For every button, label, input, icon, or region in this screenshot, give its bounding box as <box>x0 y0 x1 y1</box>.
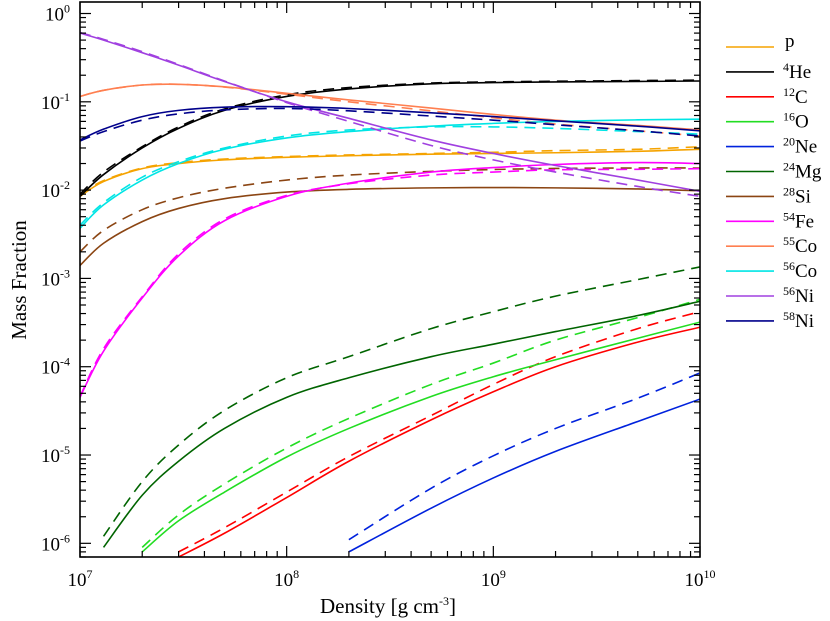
series-56ni-solid <box>80 32 700 193</box>
series-12c-solid <box>178 326 700 557</box>
series-p-dashed <box>80 145 700 195</box>
y-tick-label: 10-1 <box>41 90 70 114</box>
series-24mg-dashed <box>102 266 700 537</box>
y-tick-label: 10-2 <box>41 178 70 202</box>
series-28si-solid <box>80 186 700 267</box>
y-tick-label: 10-5 <box>41 443 70 467</box>
y-tick-label: 10-3 <box>41 266 70 290</box>
y-tick-label: 100 <box>45 2 70 26</box>
series-4he-dashed <box>80 79 700 195</box>
series-16o-dashed <box>141 298 700 548</box>
plot-frame <box>79 1 701 558</box>
y-tick-label: 10-4 <box>41 355 70 379</box>
series-20ne-dashed <box>348 372 700 541</box>
legend-label-p: p <box>785 31 795 52</box>
series-4he-solid <box>80 80 700 197</box>
legend-label-56co: 56Co <box>783 259 817 282</box>
y-axis-label: Mass Fraction <box>7 220 31 340</box>
x-tick-label: 108 <box>274 567 299 591</box>
legend-label-4he: 4He <box>783 60 811 83</box>
y-tick-label: 10-6 <box>41 531 70 555</box>
legend-label-12c: 12C <box>783 85 808 108</box>
tick-labels-layer: 107 108 109 1010 10-6 10-5 10-4 10-3 10-2 10-1 100 <box>41 2 716 591</box>
series-58ni-dashed <box>80 107 700 142</box>
x-axis-label: Density [g cm-3] <box>320 594 456 618</box>
x-tick-label: 107 <box>68 567 93 591</box>
x-tick-label: 1010 <box>685 567 716 591</box>
legend-label-55co: 55Co <box>783 234 817 257</box>
series-16o-solid <box>141 321 700 553</box>
legend-label-20ne: 20Ne <box>783 135 817 158</box>
series-54fe-solid <box>80 161 700 398</box>
series-layer <box>80 31 700 557</box>
series-p-solid <box>80 148 700 198</box>
legend-label-56ni: 56Ni <box>783 284 814 307</box>
series-12c-dashed <box>178 310 700 553</box>
series-20ne-solid <box>348 398 700 553</box>
legend-label-28si: 28Si <box>783 184 811 207</box>
x-tick-label: 109 <box>481 567 506 591</box>
series-56ni-dashed <box>80 31 700 198</box>
legend-label-54fe: 54Fe <box>783 209 814 232</box>
legend-label-16o: 16O <box>783 110 809 133</box>
legend: p 4He12C16O20Ne24Mg28Si54Fe55Co56Co56Ni58… <box>726 31 822 332</box>
legend-label-58ni: 58Ni <box>783 309 814 332</box>
legend-label-24mg: 24Mg <box>783 160 822 183</box>
series-56co-dashed <box>80 125 700 226</box>
series-24mg-solid <box>102 300 700 548</box>
series-58ni-solid <box>80 105 700 141</box>
